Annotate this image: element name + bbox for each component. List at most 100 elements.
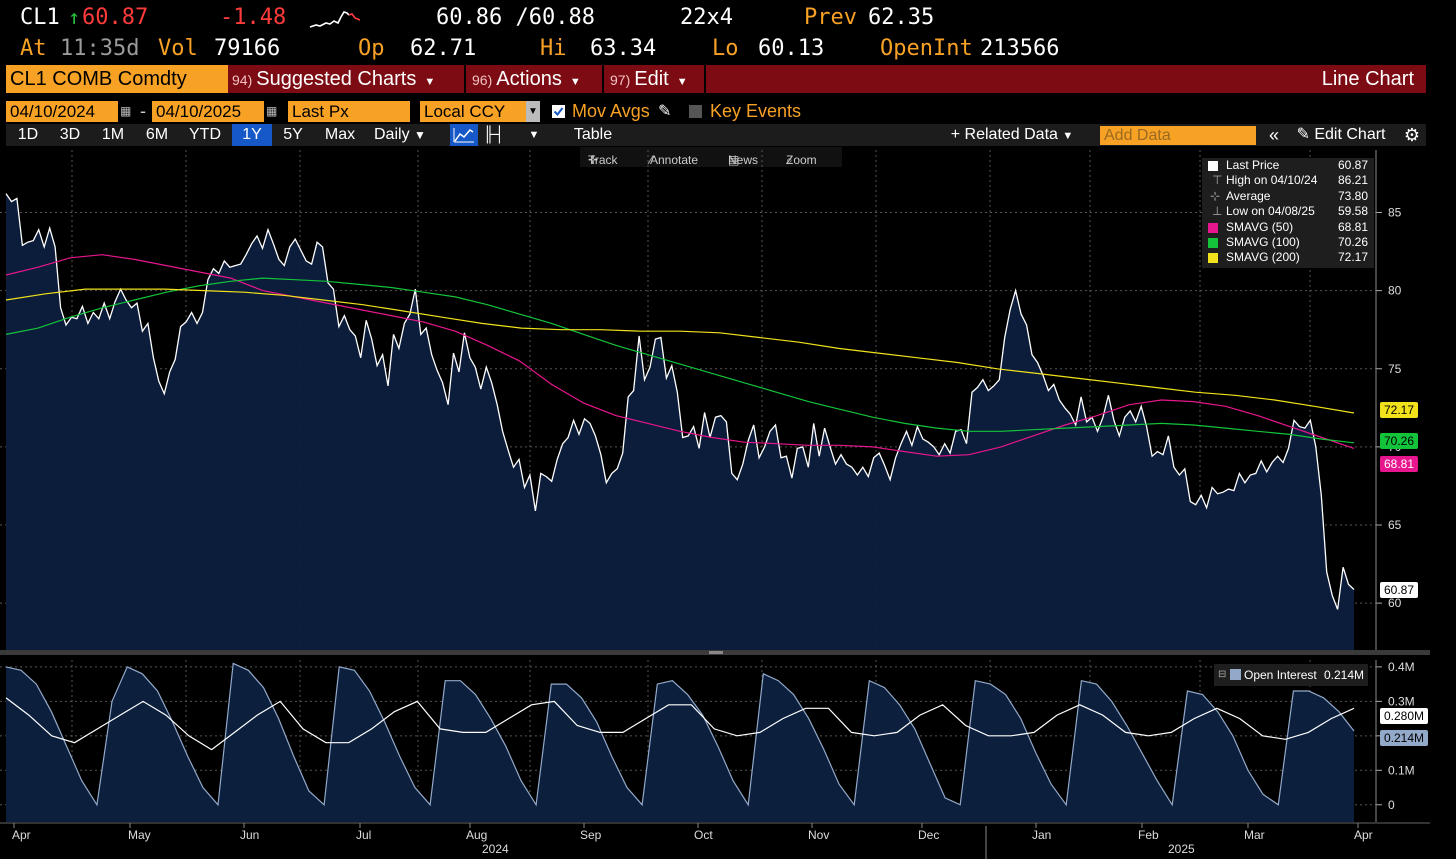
edit-number: 97) [610, 72, 631, 88]
legend-name: SMAVG (200) [1226, 250, 1300, 265]
high-label: Hi [540, 36, 567, 61]
quote-time: 11:35d [60, 36, 140, 61]
open-interest-line [5, 662, 1355, 807]
month-label: Jun [240, 828, 260, 842]
y-tick-label: 75 [1388, 362, 1402, 376]
period-1m-button[interactable]: 1M [101, 126, 125, 143]
up-arrow-icon: ↑ [68, 5, 81, 29]
collapse-icon[interactable]: « [1268, 125, 1279, 145]
frequency-select[interactable]: Daily ▼ [368, 124, 440, 146]
quote-line-1: CL1 ↑ 60.87 -1.48 60.86 /60.88 22x4 Prev… [0, 5, 1430, 33]
open-label: Op [358, 36, 385, 61]
period-3d-button[interactable]: 3D [59, 126, 81, 143]
moving-average-line [5, 254, 1355, 457]
calendar-icon[interactable]: ▦ [120, 104, 132, 118]
add-data-input[interactable]: Add Data [1100, 126, 1256, 145]
vol-label: Vol [158, 36, 198, 61]
calendar-icon[interactable]: ▦ [266, 104, 278, 118]
caret-down-icon: ▼ [414, 128, 426, 142]
track-label: Track [588, 153, 618, 167]
legend-swatch [1230, 669, 1241, 680]
edit-chart-label: Edit Chart [1314, 126, 1386, 143]
legend-value: 68.81 [1337, 219, 1368, 234]
y-tick-label: 65 [1388, 518, 1402, 532]
mov-avgs-label[interactable]: Mov Avgs [572, 101, 650, 121]
magnifier-icon: ⌕ [786, 153, 793, 167]
legend-swatch [1208, 161, 1218, 171]
month-label: Mar [1244, 828, 1265, 842]
line-chart-icon[interactable] [450, 124, 478, 146]
security-field[interactable]: CL1 COMB Comdty [6, 65, 228, 93]
ticker-label: CL1 [20, 5, 60, 30]
edit-label: Edit [634, 68, 669, 90]
open-interest-overlay-line [5, 697, 1355, 751]
annotate-label: Annotate [650, 153, 699, 167]
period-max-button[interactable]: Max [324, 126, 356, 143]
y-tick-label: 60 [1388, 596, 1402, 610]
mov-avgs-checkbox[interactable] [552, 105, 565, 118]
legend-sma100: SMAVG (100) 70.26 [1202, 235, 1374, 250]
end-date-input[interactable]: 04/10/2025 [152, 101, 264, 122]
table-button[interactable]: Table [573, 126, 613, 143]
collapse-box-icon[interactable]: ⊟ [1218, 669, 1227, 680]
period-5y-button[interactable]: 5Y [283, 126, 303, 143]
suggested-charts-number: 94) [232, 72, 253, 88]
legend-low: ⊥ Low on 04/08/25 59.58 [1202, 204, 1374, 219]
actions-label: Actions [496, 68, 562, 90]
period-6m-button[interactable]: 6M [145, 126, 169, 143]
period-1y-button[interactable]: 1Y [232, 124, 272, 146]
key-events-checkbox[interactable] [689, 105, 702, 118]
field-select[interactable]: Last Px [288, 101, 410, 122]
month-label: Feb [1138, 828, 1159, 842]
month-label: May [128, 828, 151, 842]
open-interest-label: OpenInt [880, 36, 973, 61]
start-date-input[interactable]: 04/10/2024 [6, 101, 118, 122]
sparkline-icon [309, 11, 361, 28]
chevron-down-icon[interactable]: ▼ [526, 101, 540, 122]
legend-name: Last Price [1226, 158, 1280, 172]
controls-row: 04/10/2024 ▦ - 04/10/2025 ▦ Last Px Loca… [6, 101, 1426, 123]
y-tick-label: 0.4M [1388, 660, 1415, 674]
month-label: Jul [356, 828, 372, 842]
average-marker-icon: ⊹ [1210, 188, 1221, 203]
quote-line-2: At 11:35d Vol 79166 Op 62.71 Hi 63.34 Lo… [0, 36, 1430, 64]
related-data-label: Related Data [964, 126, 1058, 143]
suggested-charts-menu[interactable]: 94) Suggested Charts ▼ [228, 65, 466, 93]
moving-average-line [5, 288, 1355, 414]
month-label: Apr [12, 828, 31, 842]
legend-swatch [1208, 222, 1218, 233]
key-events-label[interactable]: Key Events [710, 101, 802, 121]
price-area [6, 193, 1354, 650]
oi-upper-tag: 0.280M [1380, 708, 1429, 724]
legend-name: SMAVG (100) [1226, 234, 1300, 249]
chart-type-title: Line Chart [1321, 68, 1414, 90]
high-marker-icon: ⊤ [1212, 173, 1223, 188]
bar-chart-icon[interactable]: ╟┤ [483, 126, 505, 143]
actions-menu[interactable]: 96) Actions ▼ [468, 65, 604, 93]
y-tick-label: 0 [1388, 798, 1395, 812]
low-marker-icon: ⊥ [1212, 204, 1223, 219]
open-interest-area [6, 663, 1354, 822]
period-1d-button[interactable]: 1D [17, 126, 39, 143]
currency-select[interactable]: Local CCY [420, 101, 526, 122]
chevron-down-icon[interactable]: ▼ [528, 129, 540, 141]
edit-menu[interactable]: 97) Edit ▼ [606, 65, 706, 93]
legend-value: 73.80 [1337, 188, 1368, 203]
pencil-icon[interactable]: ✎ [658, 103, 672, 120]
chart-toolbar: 1D 3D 1M 6M YTD 1Y 5Y Max Daily ▼ ╟┤ ▼ T… [6, 124, 1426, 146]
legend-name: Low on 04/08/25 [1226, 204, 1315, 219]
legend-value: 59.58 [1337, 204, 1368, 219]
period-ytd-button[interactable]: YTD [189, 126, 221, 143]
edit-chart-button[interactable]: ✎ Edit Chart [1288, 124, 1394, 146]
legend-name: High on 04/10/24 [1226, 173, 1318, 188]
legend-name: Average [1226, 188, 1271, 203]
gear-icon[interactable]: ⚙ [1403, 125, 1421, 145]
legend-last-price: Last Price 60.87 [1202, 158, 1374, 173]
pencil-icon: ✎ [1296, 126, 1310, 143]
related-data-button[interactable]: + Related Data ▼ [938, 124, 1086, 146]
last-price: 60.87 [82, 5, 149, 30]
open-price: 62.71 [410, 36, 477, 61]
news-icon: ▤ [728, 153, 740, 167]
prev-label: Prev [804, 5, 857, 30]
